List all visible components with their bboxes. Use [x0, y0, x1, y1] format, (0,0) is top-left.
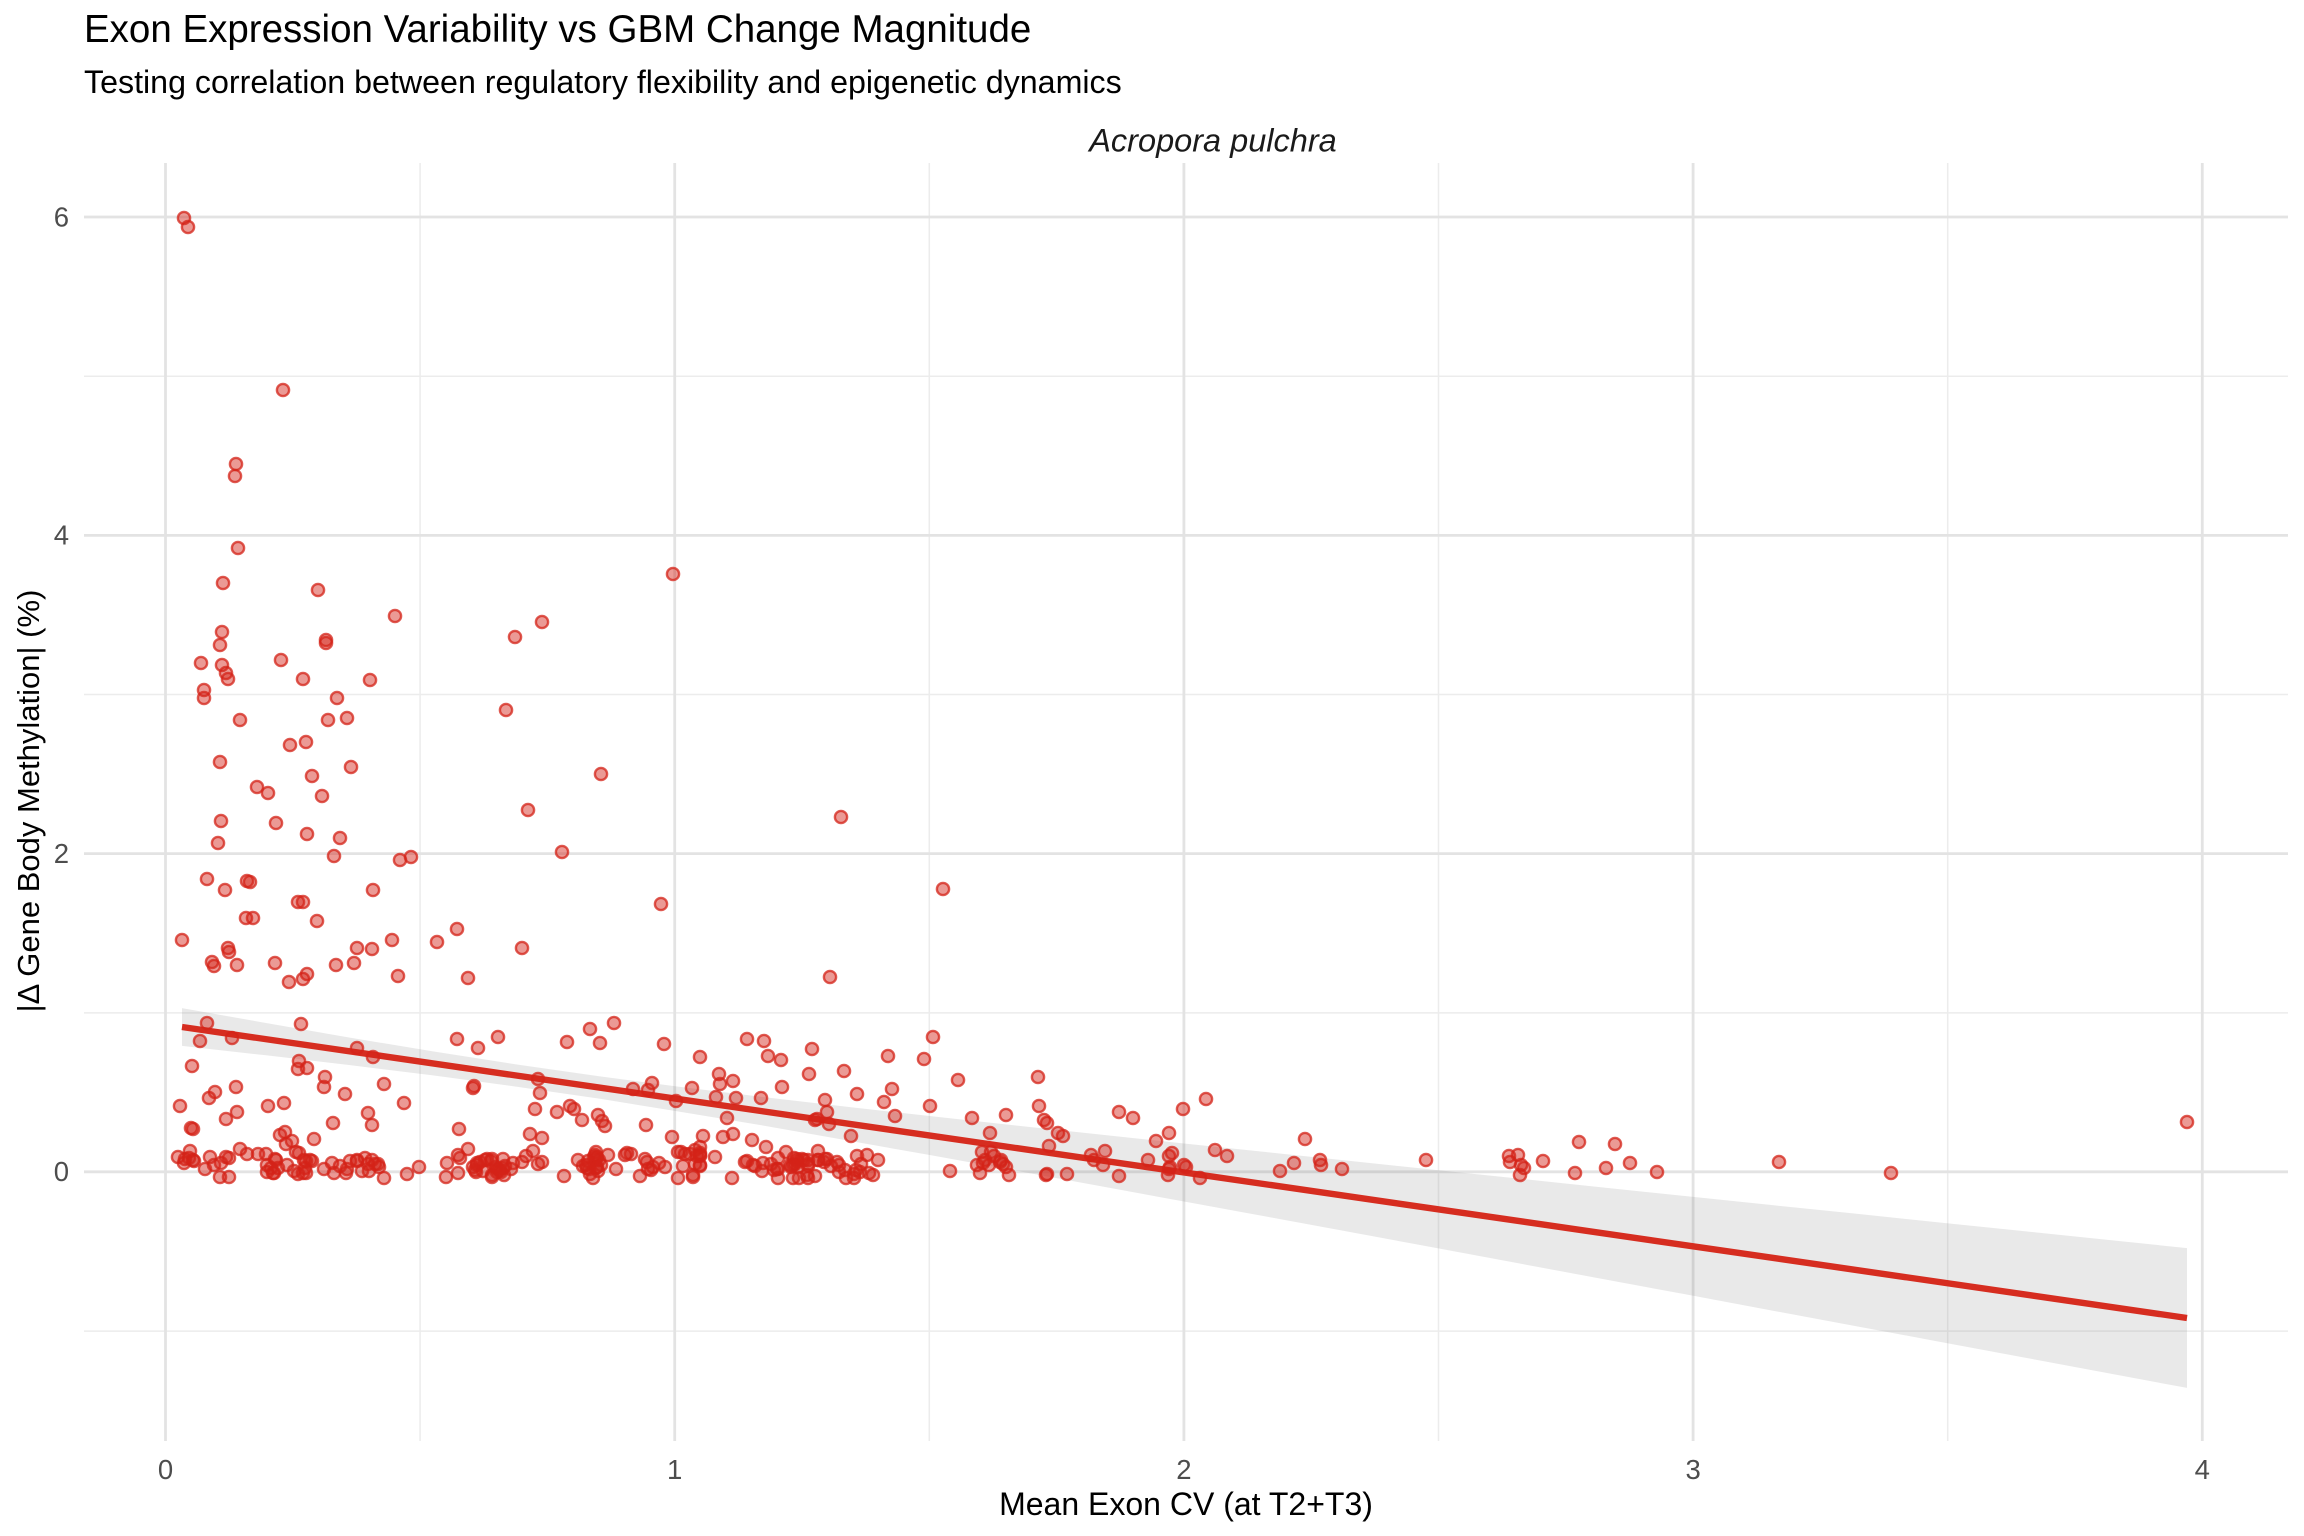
svg-text:2: 2 [54, 838, 69, 869]
svg-text:Mean Exon CV (at T2+T3): Mean Exon CV (at T2+T3) [999, 1486, 1373, 1522]
svg-text:3: 3 [1685, 1454, 1700, 1485]
svg-text:4: 4 [54, 520, 69, 551]
svg-text:Acropora pulchra: Acropora pulchra [1087, 123, 1337, 159]
svg-text:0: 0 [54, 1156, 69, 1187]
svg-text:Testing correlation between re: Testing correlation between regulatory f… [84, 64, 1122, 100]
svg-text:1: 1 [667, 1454, 682, 1485]
svg-text:6: 6 [54, 201, 69, 232]
svg-text:|Δ Gene Body Methylation| (%): |Δ Gene Body Methylation| (%) [11, 590, 46, 1013]
svg-text:Exon Expression Variability vs: Exon Expression Variability vs GBM Chang… [84, 8, 1031, 51]
svg-text:2: 2 [1176, 1454, 1191, 1485]
svg-text:4: 4 [2195, 1454, 2210, 1485]
svg-text:0: 0 [158, 1454, 173, 1485]
